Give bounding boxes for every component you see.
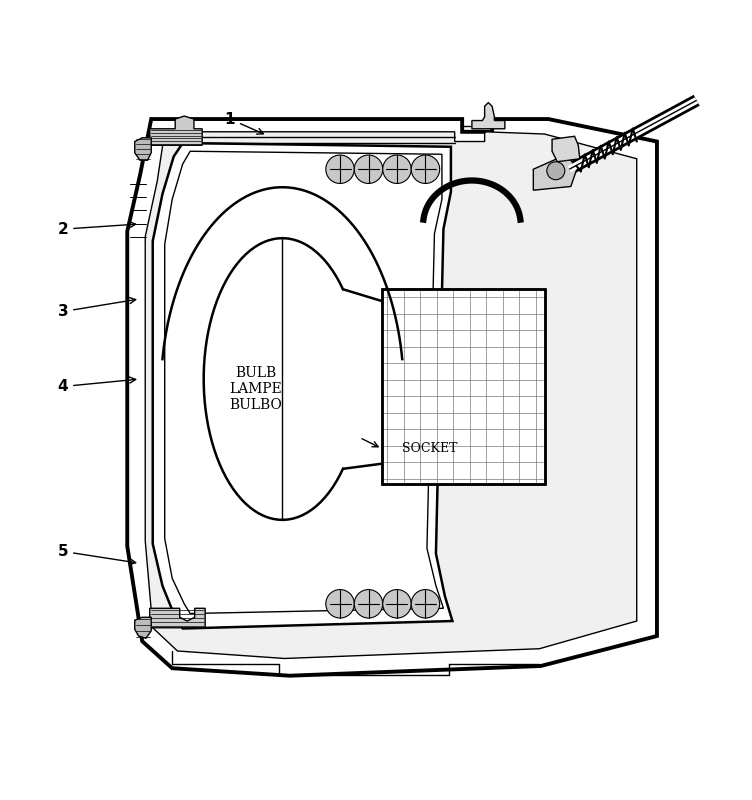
Text: 1: 1 <box>225 111 263 134</box>
Circle shape <box>383 590 411 618</box>
Circle shape <box>411 590 440 618</box>
Circle shape <box>383 155 411 183</box>
Polygon shape <box>382 289 544 484</box>
Text: 4: 4 <box>57 377 135 394</box>
Polygon shape <box>472 102 505 129</box>
Circle shape <box>547 162 565 180</box>
Circle shape <box>326 590 354 618</box>
Polygon shape <box>533 154 577 190</box>
Circle shape <box>326 155 354 183</box>
Polygon shape <box>165 151 444 614</box>
Text: 5: 5 <box>57 544 135 565</box>
Polygon shape <box>150 116 202 146</box>
Polygon shape <box>150 608 205 628</box>
Text: 2: 2 <box>57 222 135 237</box>
Text: SOCKET: SOCKET <box>402 442 458 455</box>
Text: BULB
LAMPE
BULBO: BULB LAMPE BULBO <box>230 366 283 412</box>
Polygon shape <box>153 143 453 629</box>
Polygon shape <box>135 138 151 160</box>
Circle shape <box>411 155 440 183</box>
Polygon shape <box>127 119 657 676</box>
Text: 3: 3 <box>57 298 135 319</box>
Circle shape <box>354 590 383 618</box>
Polygon shape <box>552 136 580 162</box>
Circle shape <box>354 155 383 183</box>
Polygon shape <box>135 618 151 638</box>
Polygon shape <box>145 132 637 658</box>
